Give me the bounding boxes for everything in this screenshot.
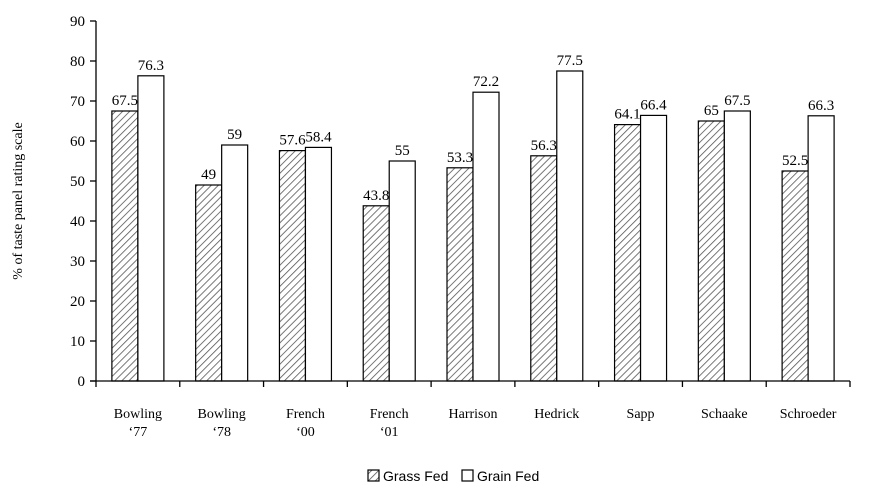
data-label: 76.3 — [138, 58, 164, 74]
bar-grain-fed — [305, 147, 331, 381]
data-label: 66.4 — [640, 97, 667, 113]
data-label: 77.5 — [557, 53, 583, 69]
x-tick-label: Sapp — [627, 407, 655, 422]
y-tick-label: 20 — [70, 294, 85, 310]
x-tick-label: French — [370, 407, 409, 422]
y-tick-label: 30 — [70, 254, 85, 270]
bar-grass-fed — [447, 168, 473, 381]
y-axis-title: % of taste panel rating scale — [11, 122, 26, 279]
y-tick-label: 70 — [70, 94, 85, 110]
x-tick-label: Harrison — [449, 407, 498, 422]
y-tick-label: 50 — [70, 174, 85, 190]
data-label: 66.3 — [808, 98, 834, 114]
data-label: 53.3 — [447, 150, 473, 166]
x-tick-label: ‘00 — [296, 425, 315, 440]
y-tick-label: 60 — [70, 134, 85, 150]
data-label: 59 — [227, 127, 242, 143]
bar-grass-fed — [698, 121, 724, 381]
bar-grain-fed — [222, 145, 248, 381]
y-axis: 0 10 20 30 40 50 60 70 80 90 — [70, 14, 96, 390]
data-label: 56.3 — [531, 138, 557, 154]
bar-grain-fed — [557, 71, 583, 381]
bar-grain-fed — [724, 111, 750, 381]
bar-grass-fed — [196, 185, 222, 381]
data-label: 57.6 — [279, 133, 306, 149]
data-label: 52.5 — [782, 153, 808, 169]
bar-grass-fed — [782, 171, 808, 381]
bar-grass-fed — [531, 156, 557, 381]
bar-grass-fed — [363, 206, 389, 381]
data-label: 65 — [704, 103, 719, 119]
bars-group: 67.5 76.3 49 59 57.6 58.4 43.8 55 53.3 72.2 56.3 77… — [112, 53, 834, 381]
x-axis: Bowling ‘77 Bowling ‘78 French ‘00 French ‘01 Ha… — [90, 381, 850, 440]
y-tick-label: 90 — [70, 14, 85, 30]
bar-grain-fed — [808, 116, 834, 381]
legend-swatch-grain-fed — [462, 470, 473, 481]
x-tick-label: Hedrick — [534, 407, 579, 422]
bar-grass-fed — [112, 111, 138, 381]
x-tick-label: Schaake — [701, 407, 748, 422]
data-label: 72.2 — [473, 74, 499, 90]
x-tick-label: ‘01 — [380, 425, 399, 440]
bar-grain-fed — [138, 76, 164, 381]
bar-grain-fed — [473, 92, 499, 381]
data-label: 49 — [201, 167, 216, 183]
data-label: 55 — [395, 143, 410, 159]
x-tick-label: ‘78 — [212, 425, 231, 440]
data-label: 58.4 — [305, 129, 332, 145]
y-tick-label: 10 — [70, 334, 85, 350]
bar-grass-fed — [615, 125, 641, 381]
y-tick-label: 40 — [70, 214, 85, 230]
data-label: 64.1 — [614, 107, 640, 123]
legend: Grass Fed Grain Fed — [368, 468, 539, 484]
y-tick-label: 0 — [78, 374, 86, 390]
x-tick-label: Bowling — [114, 407, 162, 422]
x-tick-label: Bowling — [198, 407, 246, 422]
legend-label: Grass Fed — [383, 468, 448, 484]
x-tick-label: French — [286, 407, 325, 422]
data-label: 43.8 — [363, 188, 389, 204]
data-label: 67.5 — [112, 93, 138, 109]
x-tick-label: ‘77 — [129, 425, 148, 440]
data-label: 67.5 — [724, 93, 750, 109]
legend-swatch-grass-fed — [368, 470, 379, 481]
y-tick-label: 80 — [70, 54, 85, 70]
x-tick-label: Schroeder — [780, 407, 837, 422]
bar-grass-fed — [279, 151, 305, 381]
legend-label: Grain Fed — [477, 468, 539, 484]
bar-grain-fed — [641, 115, 667, 381]
bar-grain-fed — [389, 161, 415, 381]
y-axis-title-group: % of taste panel rating scale — [11, 122, 26, 279]
